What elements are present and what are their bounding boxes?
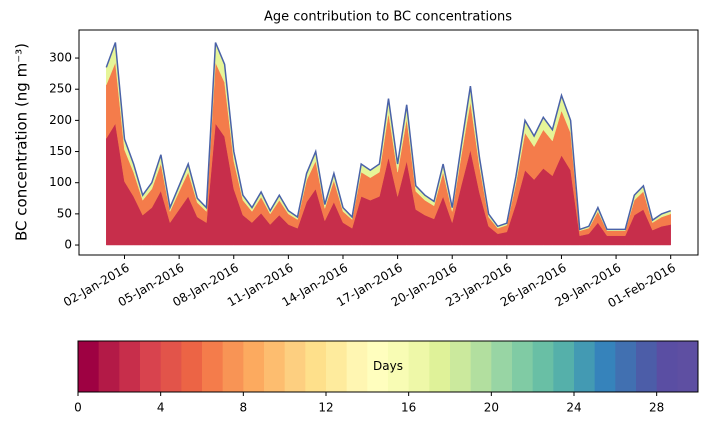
colorbar-cell xyxy=(388,341,410,392)
colorbar-frame xyxy=(77,340,699,393)
y-tick-label: 200 xyxy=(49,113,72,127)
colorbar-cell xyxy=(222,341,244,392)
colorbar-tick-label: 20 xyxy=(484,401,499,415)
colorbar-cell xyxy=(78,341,100,392)
y-tick-label: 0 xyxy=(64,238,72,252)
colorbar-tick-label: 8 xyxy=(240,401,248,415)
colorbar-cell xyxy=(140,341,162,392)
colorbar-cell xyxy=(284,341,306,392)
plot-frame xyxy=(78,29,699,256)
colorbar-label: Days xyxy=(373,359,403,373)
colorbar-cell xyxy=(408,341,430,392)
y-tick-label: 250 xyxy=(49,82,72,96)
colorbar-cell xyxy=(594,341,616,392)
colorbar-cell xyxy=(574,341,596,392)
colorbar-cell xyxy=(98,341,120,392)
colorbar-cell xyxy=(470,341,492,392)
colorbar-cell xyxy=(636,341,658,392)
colorbar-cell xyxy=(326,341,348,392)
y-tick-label: 300 xyxy=(49,51,72,65)
colorbar-tick-label: 4 xyxy=(157,401,165,415)
colorbar-cell xyxy=(553,341,575,392)
colorbar-cell xyxy=(346,341,368,392)
y-axis-label: BC concentration (ng m⁻³) xyxy=(13,43,31,241)
y-tick-label: 50 xyxy=(57,206,72,220)
colorbar-cell xyxy=(305,341,327,392)
colorbar-tick-label: 0 xyxy=(74,401,82,415)
colorbar-cell xyxy=(243,341,265,392)
y-tick-label: 150 xyxy=(49,144,72,158)
colorbar-cell xyxy=(202,341,224,392)
colorbar-cell xyxy=(181,341,203,392)
colorbar-cell xyxy=(615,341,637,392)
colorbar-cell xyxy=(512,341,534,392)
colorbar-tick-label: 12 xyxy=(318,401,333,415)
colorbar-tick-label: 28 xyxy=(649,401,664,415)
colorbar-cell xyxy=(367,341,389,392)
colorbar-cell xyxy=(264,341,286,392)
colorbar-cell xyxy=(677,341,699,392)
colorbar-cell xyxy=(119,341,141,392)
colorbar-cell xyxy=(532,341,554,392)
colorbar-tick-label: 16 xyxy=(401,401,416,415)
colorbar-cell xyxy=(656,341,678,392)
area-edge xyxy=(105,42,671,231)
chart-title: Age contribution to BC concentrations xyxy=(264,10,512,25)
colorbar-cell xyxy=(450,341,472,392)
y-tick-label: 100 xyxy=(49,175,72,189)
colorbar-cell xyxy=(491,341,513,392)
colorbar-cell xyxy=(160,341,182,392)
colorbar-tick-label: 24 xyxy=(566,401,581,415)
colorbar-cell xyxy=(429,341,451,392)
